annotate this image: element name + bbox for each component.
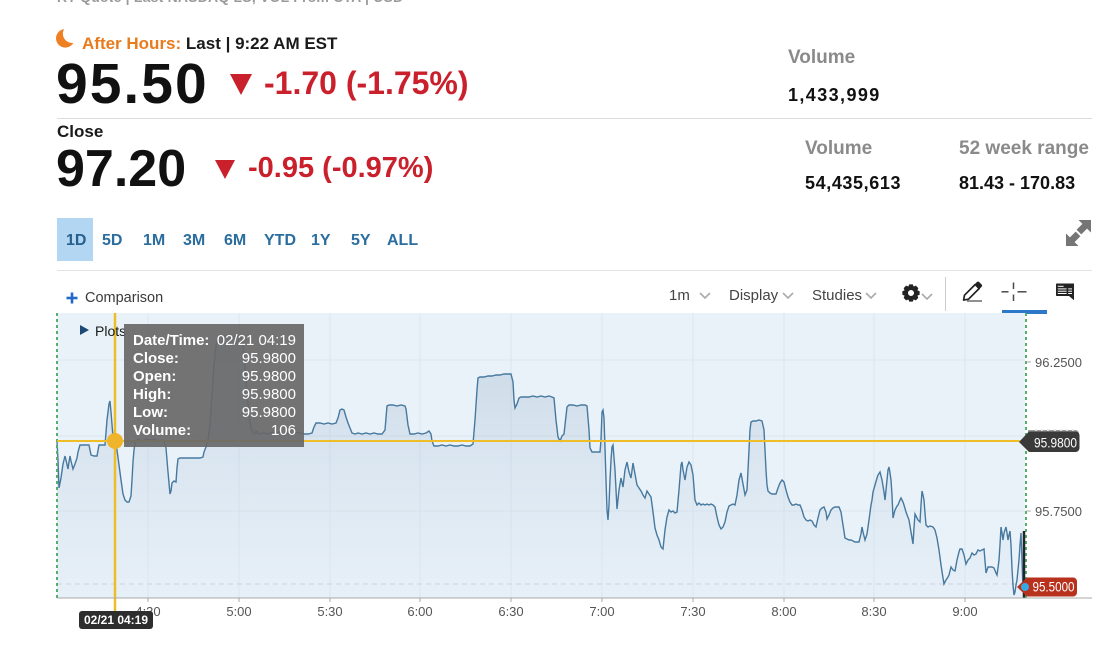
svg-text:95.5000: 95.5000	[1033, 580, 1075, 595]
svg-text:95.9800: 95.9800	[1034, 436, 1077, 451]
